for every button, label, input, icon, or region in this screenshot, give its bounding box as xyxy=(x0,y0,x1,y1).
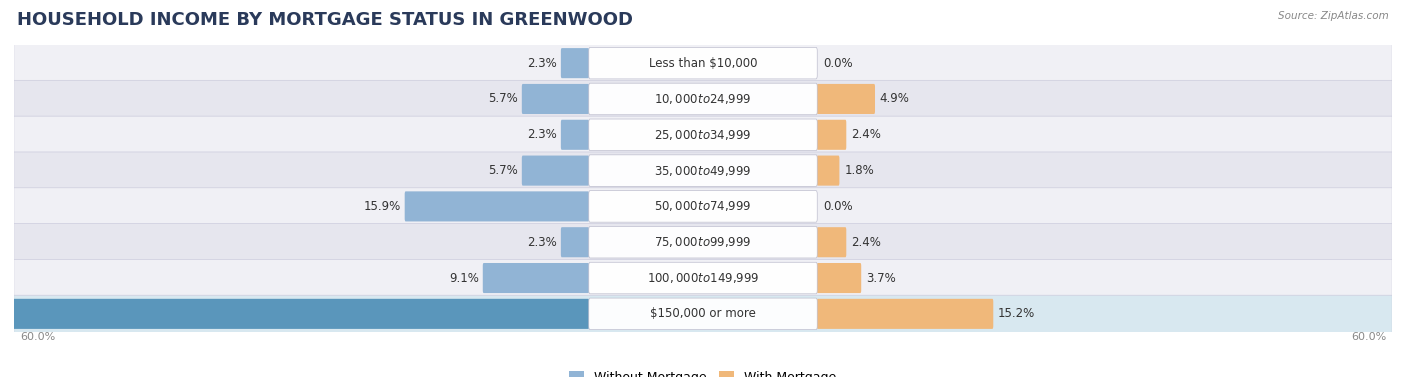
Text: 5.7%: 5.7% xyxy=(488,164,519,177)
Text: $50,000 to $74,999: $50,000 to $74,999 xyxy=(654,199,752,213)
FancyBboxPatch shape xyxy=(589,119,817,150)
Text: $150,000 or more: $150,000 or more xyxy=(650,307,756,320)
FancyBboxPatch shape xyxy=(522,84,589,114)
Text: 1.8%: 1.8% xyxy=(844,164,875,177)
FancyBboxPatch shape xyxy=(817,156,839,185)
Text: HOUSEHOLD INCOME BY MORTGAGE STATUS IN GREENWOOD: HOUSEHOLD INCOME BY MORTGAGE STATUS IN G… xyxy=(17,11,633,29)
Text: 3.7%: 3.7% xyxy=(866,271,896,285)
Text: 2.3%: 2.3% xyxy=(527,236,557,249)
FancyBboxPatch shape xyxy=(589,48,817,79)
FancyBboxPatch shape xyxy=(14,259,1392,297)
Text: 2.3%: 2.3% xyxy=(527,57,557,70)
Text: 2.3%: 2.3% xyxy=(527,128,557,141)
Text: 2.4%: 2.4% xyxy=(851,236,882,249)
FancyBboxPatch shape xyxy=(14,188,1392,225)
FancyBboxPatch shape xyxy=(817,84,875,114)
Text: 9.1%: 9.1% xyxy=(450,271,479,285)
FancyBboxPatch shape xyxy=(817,263,862,293)
FancyBboxPatch shape xyxy=(14,116,1392,153)
FancyBboxPatch shape xyxy=(522,156,589,185)
FancyBboxPatch shape xyxy=(817,120,846,150)
FancyBboxPatch shape xyxy=(14,152,1392,189)
Text: 5.7%: 5.7% xyxy=(488,92,519,106)
FancyBboxPatch shape xyxy=(589,227,817,258)
Text: 60.0%: 60.0% xyxy=(20,333,55,342)
FancyBboxPatch shape xyxy=(14,44,1392,82)
Text: $100,000 to $149,999: $100,000 to $149,999 xyxy=(647,271,759,285)
FancyBboxPatch shape xyxy=(817,299,993,329)
Text: 2.4%: 2.4% xyxy=(851,128,882,141)
FancyBboxPatch shape xyxy=(0,299,589,329)
Text: 60.0%: 60.0% xyxy=(1351,333,1386,342)
Text: Less than $10,000: Less than $10,000 xyxy=(648,57,758,70)
Text: Source: ZipAtlas.com: Source: ZipAtlas.com xyxy=(1278,11,1389,21)
FancyBboxPatch shape xyxy=(589,262,817,294)
FancyBboxPatch shape xyxy=(561,120,589,150)
FancyBboxPatch shape xyxy=(589,191,817,222)
Text: $25,000 to $34,999: $25,000 to $34,999 xyxy=(654,128,752,142)
Text: 0.0%: 0.0% xyxy=(824,200,853,213)
Text: 15.2%: 15.2% xyxy=(998,307,1035,320)
FancyBboxPatch shape xyxy=(561,48,589,78)
FancyBboxPatch shape xyxy=(561,227,589,257)
Text: 15.9%: 15.9% xyxy=(364,200,401,213)
FancyBboxPatch shape xyxy=(14,295,1392,333)
Text: $35,000 to $49,999: $35,000 to $49,999 xyxy=(654,164,752,178)
FancyBboxPatch shape xyxy=(14,224,1392,261)
FancyBboxPatch shape xyxy=(405,192,589,221)
FancyBboxPatch shape xyxy=(817,227,846,257)
Legend: Without Mortgage, With Mortgage: Without Mortgage, With Mortgage xyxy=(564,366,842,377)
FancyBboxPatch shape xyxy=(589,83,817,115)
FancyBboxPatch shape xyxy=(589,155,817,186)
Text: $75,000 to $99,999: $75,000 to $99,999 xyxy=(654,235,752,249)
FancyBboxPatch shape xyxy=(14,80,1392,118)
FancyBboxPatch shape xyxy=(482,263,589,293)
Text: 4.9%: 4.9% xyxy=(880,92,910,106)
FancyBboxPatch shape xyxy=(589,298,817,329)
Text: $10,000 to $24,999: $10,000 to $24,999 xyxy=(654,92,752,106)
Text: 0.0%: 0.0% xyxy=(824,57,853,70)
